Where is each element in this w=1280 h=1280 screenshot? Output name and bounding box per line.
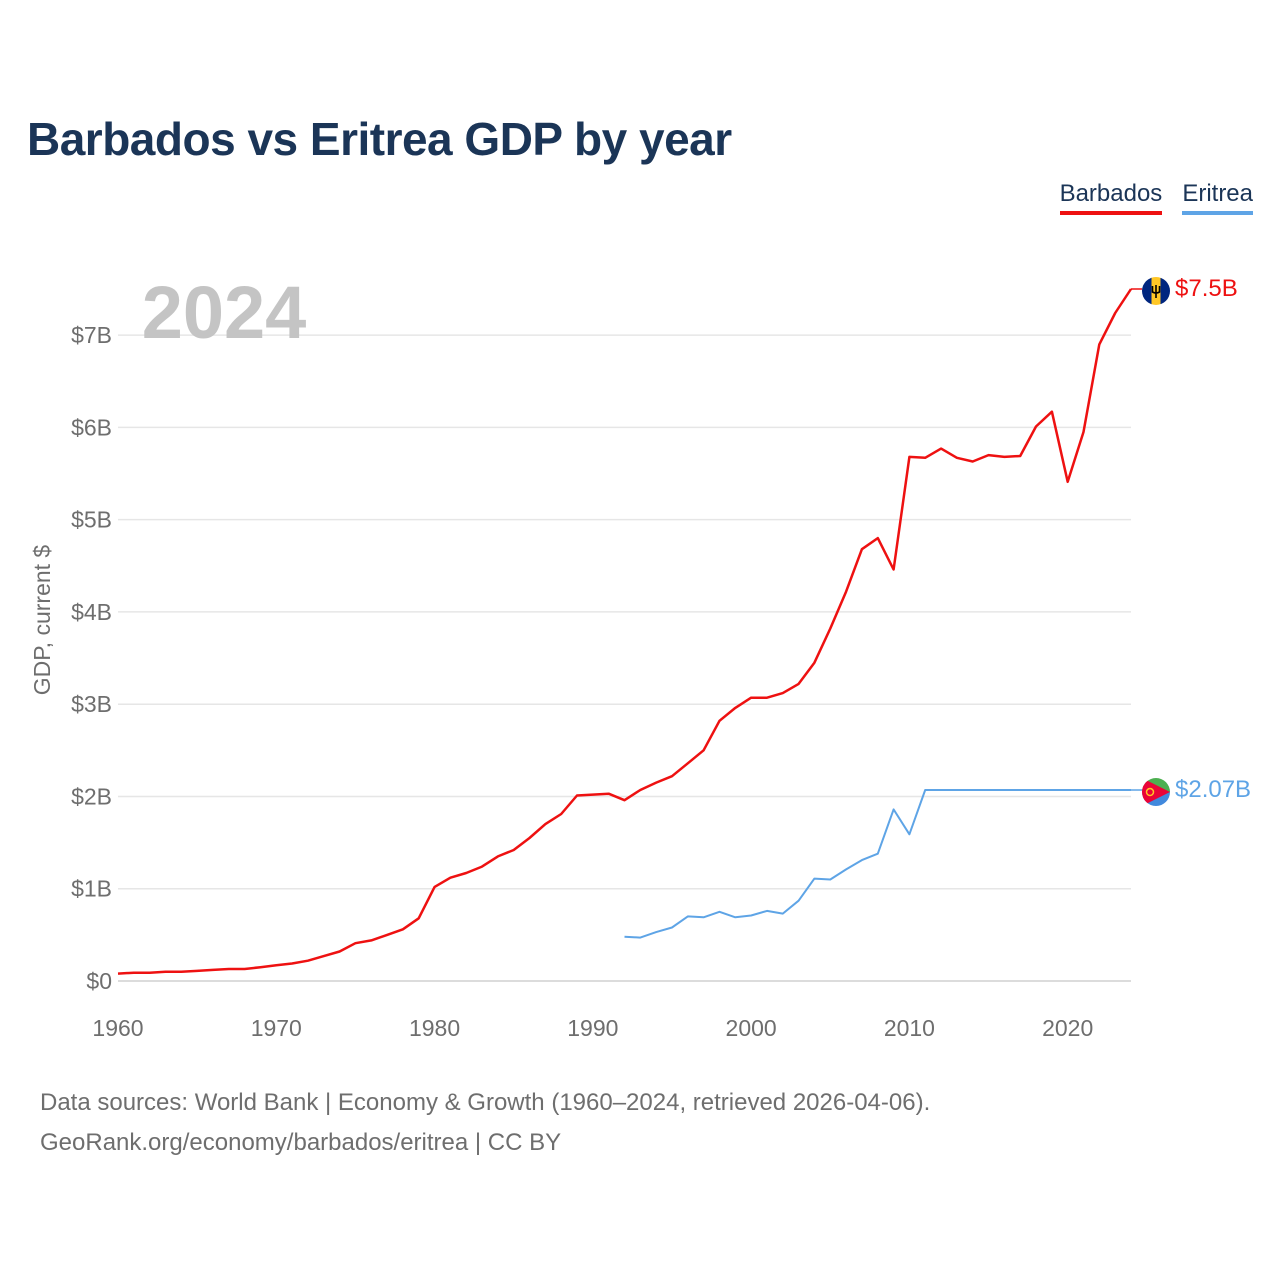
grid-lines [118,334,1131,982]
y-tick-label: $4B [71,599,112,625]
y-tick-label: $7B [71,322,112,348]
legend-item-eritrea[interactable]: Eritrea [1182,180,1253,215]
x-tick-label: 2000 [726,1015,777,1041]
y-tick-label: $0 [86,968,112,994]
y-tick-label: $2B [71,783,112,809]
barbados-flag-icon [1142,277,1170,305]
y-tick-label: $3B [71,691,112,717]
x-axis-ticks: 1960 1970 1980 1990 2000 2010 2020 [92,1015,1093,1041]
legend: Barbados Eritrea [1059,180,1253,215]
end-label-barbados: $7.5B [1175,275,1238,302]
y-axis-ticks: $0 $1B $2B $3B $4B $5B $6B $7B [71,322,112,994]
x-tick-label: 2020 [1042,1015,1093,1041]
x-tick-label: 1960 [92,1015,143,1041]
x-tick-label: 1990 [567,1015,618,1041]
year-watermark: 2024 [142,271,307,354]
series-line-eritrea[interactable] [624,789,1132,939]
attribution-note: GeoRank.org/economy/barbados/eritrea | C… [40,1129,562,1156]
legend-item-barbados[interactable]: Barbados [1059,180,1163,215]
series-line-barbados[interactable] [117,288,1133,975]
y-axis-label: GDP, current $ [29,545,55,696]
series-lines [117,288,1133,975]
y-tick-label: $1B [71,876,112,902]
footer: Data sources: World Bank | Economy & Gro… [40,1083,930,1163]
x-tick-label: 1970 [251,1015,302,1041]
x-tick-label: 2010 [884,1015,935,1041]
x-tick-label: 1980 [409,1015,460,1041]
chart-title: Barbados vs Eritrea GDP by year [27,113,732,165]
eritrea-flag-icon [1142,778,1170,807]
end-labels: $7.5B $2.07B [1131,275,1251,807]
end-label-eritrea: $2.07B [1175,776,1251,803]
gdp-line-chart: 2024 $0 $1B $2B $3B $4B $5B $6B $7B 1960 1970 198… [29,271,1251,1041]
y-tick-label: $5B [71,507,112,533]
data-source-note: Data sources: World Bank | Economy & Gro… [40,1089,931,1116]
y-tick-label: $6B [71,414,112,440]
